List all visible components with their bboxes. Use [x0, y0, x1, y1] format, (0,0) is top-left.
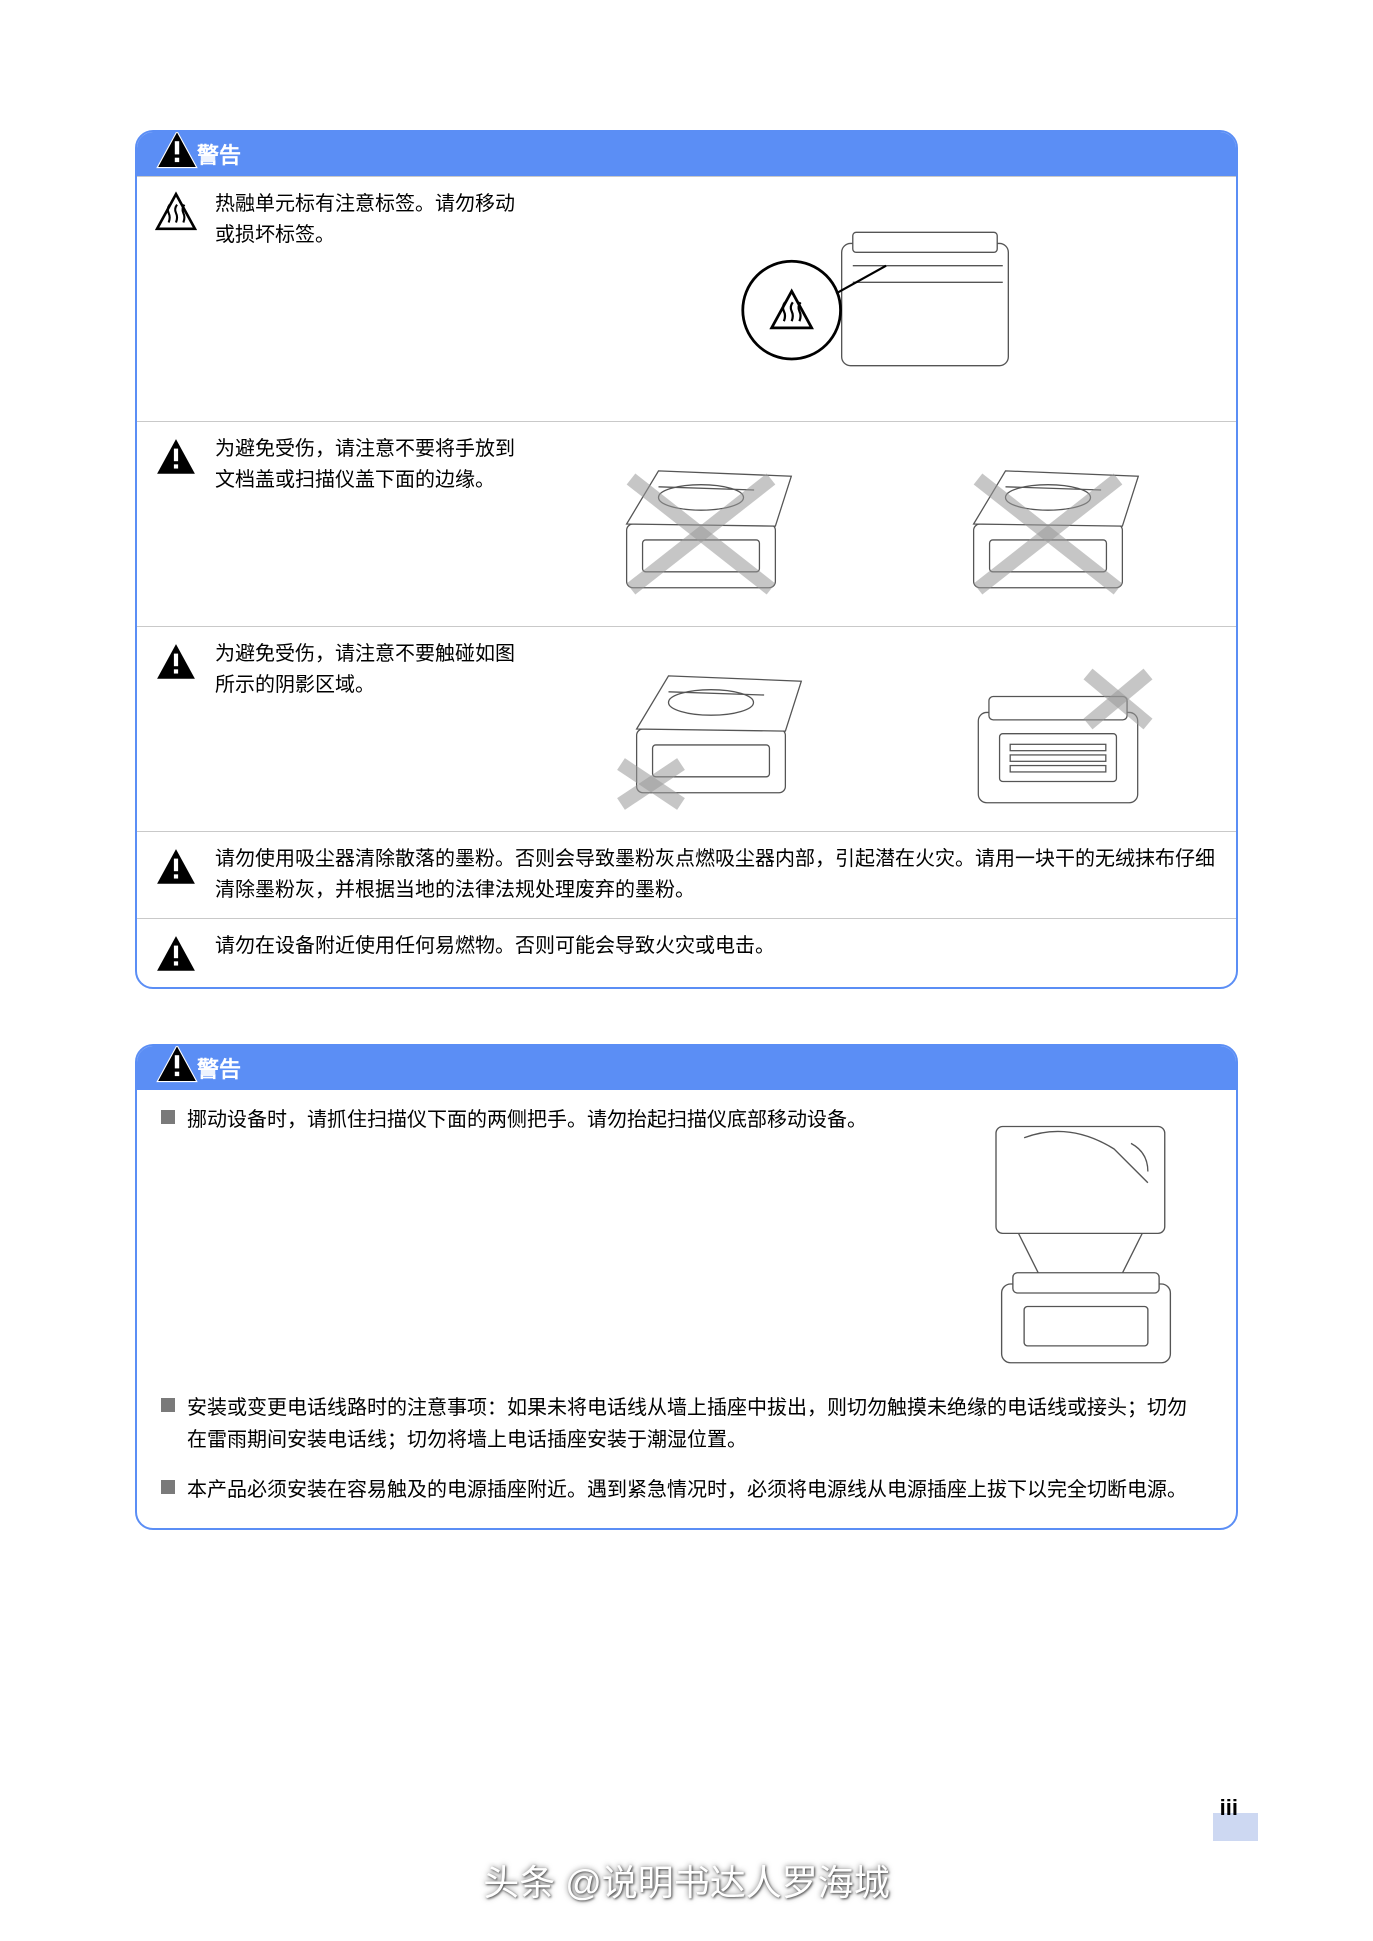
- warning-row-vacuum: 请勿使用吸尘器清除散落的墨粉。否则会导致墨粉灰点燃吸尘器内部，引起潜在火灾。请用…: [137, 831, 1236, 918]
- warning-header-label: 警告: [197, 138, 241, 170]
- bullet-icon: [161, 1398, 175, 1412]
- warning-text: 请勿在设备附近使用任何易燃物。否则可能会导致火灾或电击。: [215, 931, 1216, 962]
- printer-heat-illustration: [533, 189, 1216, 409]
- warning-header-1: 警告: [137, 132, 1236, 176]
- warning-header-label: 警告: [197, 1052, 241, 1084]
- warning-row-shaded: 为避免受伤，请注意不要触碰如图所示的阴影区域。: [137, 626, 1236, 831]
- warning-triangle-icon: [155, 130, 199, 172]
- printer-tray-illustration: [533, 639, 870, 819]
- warning-row-heat: 热融单元标有注意标签。请勿移动或损坏标签。: [137, 176, 1236, 421]
- bullet-row-power: 本产品必须安装在容易触及的电源插座附近。遇到紧急情况时，必须将电源线从电源插座上…: [137, 1470, 1236, 1528]
- bullet-text: 挪动设备时，请抓住扫描仪下面的两侧把手。请勿抬起扫描仪底部移动设备。: [187, 1104, 954, 1136]
- printer-open-illustration: [880, 434, 1217, 614]
- page-number: iii: [1220, 1795, 1238, 1821]
- warning-box-2: 警告 挪动设备时，请抓住扫描仪下面的两侧把手。请勿抬起扫描仪底部移动设备。 安装…: [135, 1044, 1238, 1530]
- bullet-row-move: 挪动设备时，请抓住扫描仪下面的两侧把手。请勿抬起扫描仪底部移动设备。: [137, 1090, 1236, 1388]
- illustration-pair: [533, 639, 1216, 819]
- warning-text: 热融单元标有注意标签。请勿移动或损坏标签。: [215, 189, 515, 251]
- illustration-pair: [533, 434, 1216, 614]
- warning-triangle-icon: [155, 846, 197, 888]
- printer-open-illustration: [533, 434, 870, 614]
- bullet-row-phone: 安装或变更电话线路时的注意事项：如果未将电话线从墙上插座中拔出，则切勿触摸未绝缘…: [137, 1388, 1236, 1470]
- bullet-icon: [161, 1480, 175, 1494]
- warning-box-1: 警告 热融单元标有注意标签。请勿移动或损坏标签。 为避免受伤，请注意不要将手放到…: [135, 130, 1238, 989]
- warning-text: 请勿使用吸尘器清除散落的墨粉。否则会导致墨粉灰点燃吸尘器内部，引起潜在火灾。请用…: [215, 844, 1216, 906]
- printer-tray-illustration: [880, 639, 1217, 819]
- warning-header-2: 警告: [137, 1046, 1236, 1090]
- warning-row-flammable: 请勿在设备附近使用任何易燃物。否则可能会导致火灾或电击。: [137, 918, 1236, 987]
- warning-row-cover: 为避免受伤，请注意不要将手放到文档盖或扫描仪盖下面的边缘。: [137, 421, 1236, 626]
- warning-triangle-icon: [155, 1044, 199, 1086]
- bullet-text: 安装或变更电话线路时的注意事项：如果未将电话线从墙上插座中拔出，则切勿触摸未绝缘…: [187, 1392, 1206, 1456]
- warning-triangle-icon: [155, 933, 197, 975]
- printer-handle-illustration: [966, 1104, 1206, 1374]
- bullet-icon: [161, 1110, 175, 1124]
- bullet-text: 本产品必须安装在容易触及的电源插座附近。遇到紧急情况时，必须将电源线从电源插座上…: [187, 1474, 1206, 1506]
- heat-icon: [155, 191, 197, 233]
- footer-credit: 头条 @说明书达人罗海城: [483, 1854, 890, 1906]
- warning-text: 为避免受伤，请注意不要将手放到文档盖或扫描仪盖下面的边缘。: [215, 434, 515, 496]
- warning-triangle-icon: [155, 436, 197, 478]
- warning-text: 为避免受伤，请注意不要触碰如图所示的阴影区域。: [215, 639, 515, 701]
- warning-triangle-icon: [155, 641, 197, 683]
